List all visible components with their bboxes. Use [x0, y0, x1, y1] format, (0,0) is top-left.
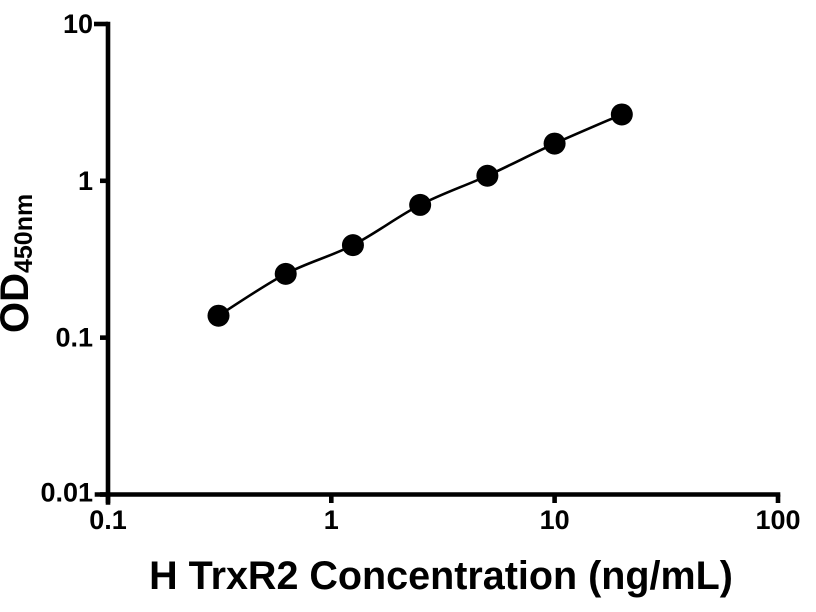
svg-text:1: 1 — [78, 166, 93, 196]
svg-text:10: 10 — [540, 505, 570, 535]
svg-text:100: 100 — [755, 505, 800, 535]
svg-text:0.01: 0.01 — [40, 478, 93, 508]
svg-text:0.1: 0.1 — [89, 505, 127, 535]
svg-text:1: 1 — [324, 505, 339, 535]
svg-text:OD450nm: OD450nm — [0, 194, 38, 333]
svg-text:H TrxR2 Concentration (ng/mL): H TrxR2 Concentration (ng/mL) — [149, 554, 733, 598]
svg-text:0.1: 0.1 — [55, 323, 93, 353]
svg-text:10: 10 — [63, 9, 93, 39]
